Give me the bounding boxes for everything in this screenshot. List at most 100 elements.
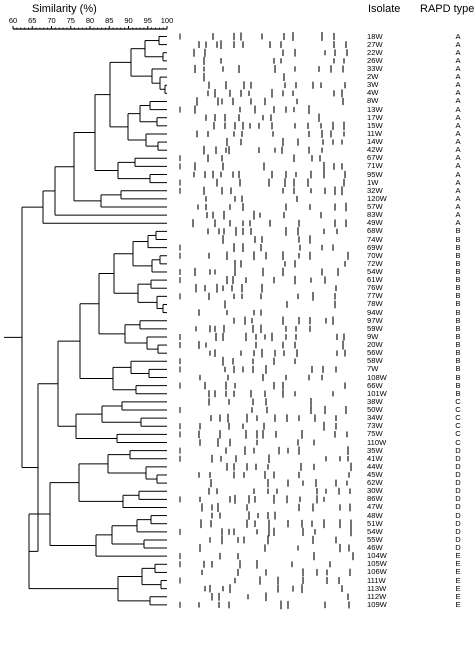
rapd-type-label: D xyxy=(455,510,461,520)
isolate-label: 110W xyxy=(367,437,387,447)
rapd-type-label: B xyxy=(455,299,461,309)
isolate-label: 62W xyxy=(367,478,383,488)
rapd-type-label: B xyxy=(455,275,461,285)
isolate-label: 69W xyxy=(367,242,383,252)
isolate-label: 105W xyxy=(367,559,387,569)
rapd-type-label: B xyxy=(455,315,461,325)
isolate-label: 109W xyxy=(367,599,387,609)
isolate-label: 33W xyxy=(367,63,383,73)
rapd-type-label: B xyxy=(455,307,461,317)
isolate-label: 83W xyxy=(367,210,383,220)
rapd-type-label: A xyxy=(455,96,461,106)
isolate-label: 48W xyxy=(367,510,383,520)
isolate-label: 59W xyxy=(367,323,383,333)
rapd-type-label: C xyxy=(455,396,461,406)
rapd-type-label: C xyxy=(455,421,461,431)
isolate-label: 7W xyxy=(367,364,379,374)
rapd-type-label: A xyxy=(455,210,461,220)
rapd-type-label: D xyxy=(455,461,461,471)
isolate-label: 50W xyxy=(367,405,383,415)
isolate-label: 108W xyxy=(367,372,387,382)
isolate-label: 75W xyxy=(367,429,383,439)
rapd-type-label: D xyxy=(455,453,461,463)
rapd-type-label: A xyxy=(455,145,461,155)
scale-tick-label: 65 xyxy=(28,16,37,25)
isolate-label: 94W xyxy=(367,307,383,317)
rapd-type-label: C xyxy=(455,405,461,415)
isolate-label: 14W xyxy=(367,137,383,147)
rapd-type-label: A xyxy=(455,120,461,130)
rapd-type-label: B xyxy=(455,348,461,358)
isolate-label: 15W xyxy=(367,120,383,130)
rapd-type-label: A xyxy=(455,39,461,49)
isolate-label: 3W xyxy=(367,80,379,90)
rapd-type-label: A xyxy=(455,88,461,98)
rapd-type-label: E xyxy=(455,591,461,601)
isolate-label: 44W xyxy=(367,461,383,471)
rapd-type-label: D xyxy=(455,518,461,528)
isolate-label: 120W xyxy=(367,193,387,203)
rapd-type-label: D xyxy=(455,534,461,544)
rapd-type-label: D xyxy=(455,543,461,553)
rapd-type-label: B xyxy=(455,250,461,260)
isolate-label: 73W xyxy=(367,421,383,431)
isolate-label: 26W xyxy=(367,55,383,65)
isolate-label: 101W xyxy=(367,388,387,398)
rapd-type-label: D xyxy=(455,478,461,488)
isolate-label: 1W xyxy=(367,177,379,187)
isolate-label: 54W xyxy=(367,266,383,276)
isolate-label: 45W xyxy=(367,469,383,479)
rapd-type-label: B xyxy=(455,226,461,236)
isolate-label: 38W xyxy=(367,396,383,406)
isolate-label: 86W xyxy=(367,494,383,504)
isolate-label: 112W xyxy=(367,591,387,601)
rapd-type-label: B xyxy=(455,364,461,374)
rapd-type-column-header: RAPD type xyxy=(420,3,474,15)
isolate-label: 68W xyxy=(367,226,383,236)
isolate-label: 42W xyxy=(367,145,383,155)
isolate-label: 61W xyxy=(367,275,383,285)
isolate-label: 72W xyxy=(367,258,383,268)
rapd-type-label: B xyxy=(455,340,461,350)
isolate-label: 97W xyxy=(367,315,383,325)
rapd-type-label: D xyxy=(455,445,461,455)
rapd-type-label: B xyxy=(455,380,461,390)
scale-tick-label: 80 xyxy=(85,16,95,25)
isolate-label: 13W xyxy=(367,104,383,114)
scale-title: Similarity (%) xyxy=(32,3,97,15)
rapd-type-label: E xyxy=(455,567,461,577)
rapd-type-label: A xyxy=(455,161,461,171)
isolate-label: 54W xyxy=(367,526,383,536)
isolate-label: 106W xyxy=(367,567,387,577)
rapd-type-label: E xyxy=(455,559,461,569)
isolate-column-header: Isolate xyxy=(368,3,401,15)
rapd-type-label: D xyxy=(455,502,461,512)
isolate-label: 9W xyxy=(367,331,379,341)
rapd-type-label: B xyxy=(455,266,461,276)
isolate-label: 95W xyxy=(367,169,383,179)
isolate-label: 76W xyxy=(367,283,383,293)
isolate-label: 34W xyxy=(367,413,383,423)
scale-tick-label: 60 xyxy=(8,16,18,25)
scale-tick-label: 95 xyxy=(143,16,152,25)
rapd-type-label: B xyxy=(455,283,461,293)
isolate-label: 104W xyxy=(367,551,387,561)
rapd-type-label: C xyxy=(455,429,461,439)
scale-tick-label: 100 xyxy=(160,16,174,25)
rapd-type-label: B xyxy=(455,356,461,366)
rapd-type-label: A xyxy=(455,185,461,195)
isolate-label: 32W xyxy=(367,185,383,195)
rapd-type-label: A xyxy=(455,153,461,163)
rapd-type-label: D xyxy=(455,526,461,536)
rapd-type-label: B xyxy=(455,323,461,333)
scale-tick-label: 90 xyxy=(124,16,133,25)
isolate-label: 70W xyxy=(367,250,383,260)
isolate-label: 20W xyxy=(367,340,383,350)
rapd-type-label: B xyxy=(455,242,461,252)
rapd-type-label: A xyxy=(455,177,461,187)
rapd-type-label: D xyxy=(455,494,461,504)
isolate-label: 35W xyxy=(367,445,383,455)
isolate-label: 111W xyxy=(367,575,386,585)
rapd-type-label: A xyxy=(455,63,461,73)
